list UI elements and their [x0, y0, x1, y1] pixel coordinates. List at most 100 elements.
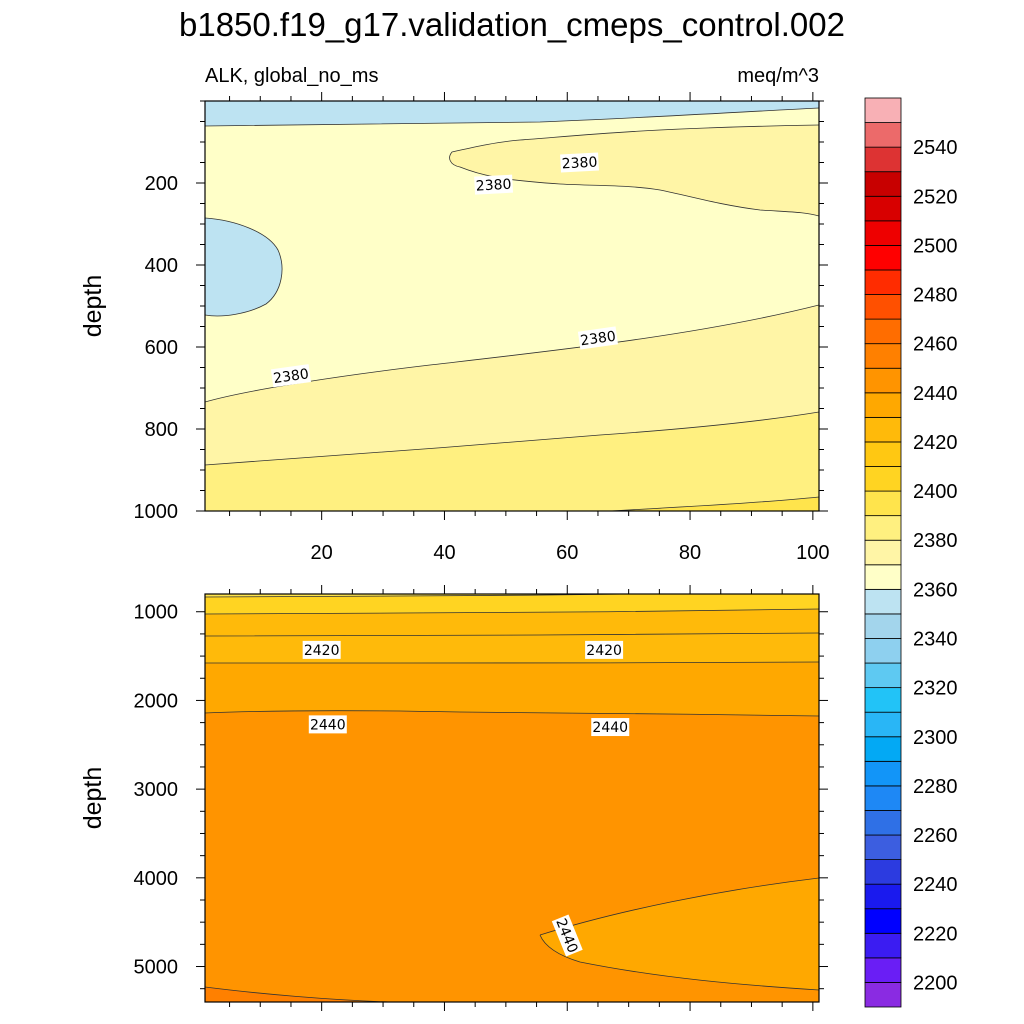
colorbar-swatch [864, 515, 902, 541]
colorbar-swatch [864, 982, 902, 1008]
contour-label-text: 2420 [304, 643, 340, 659]
colorbar-swatch [864, 859, 902, 885]
upper-contour-labels: 2380 2380 2380 2380 [270, 152, 619, 388]
fill-band-2390-2400 [205, 412, 819, 511]
y-tick-label: 2000 [134, 690, 179, 712]
fill-band-2360-2370-subsurface [205, 218, 282, 316]
fill-band-2430-2440-deep [540, 878, 819, 990]
contour-label: 2380 [577, 326, 619, 350]
colorbar-tick-label: 2400 [913, 481, 958, 503]
contour-label-text: 2380 [475, 177, 511, 195]
x-tick-label: 60 [556, 542, 578, 564]
colorbar-tick-label: 2540 [913, 137, 958, 159]
colorbar-swatch [864, 588, 902, 615]
colorbar-tick-label: 2360 [913, 579, 958, 601]
contour-label: 2420 [302, 640, 341, 659]
fill-band-2360-2370-surface [205, 101, 819, 126]
colorbar-swatch [864, 343, 902, 369]
colorbar-swatch [864, 466, 902, 492]
contour-label: 2380 [474, 174, 514, 195]
contour-label: 2380 [270, 364, 312, 388]
colorbar-swatch [864, 122, 902, 148]
subtitle-variable: ALK, global_no_ms [205, 65, 378, 87]
upper-contour-fills [205, 101, 819, 511]
contour-label-box [474, 174, 514, 195]
contour-label-box [302, 640, 341, 659]
colorbar-swatch [864, 318, 902, 345]
colorbar-swatch [864, 539, 902, 566]
lower-contour-lines [205, 594, 819, 1002]
colorbar-swatch [864, 957, 902, 983]
contour-label-text: 2380 [579, 329, 617, 350]
colorbar-swatch [864, 97, 902, 123]
colorbar-tick-label: 2440 [913, 383, 958, 405]
colorbar-swatch [864, 245, 902, 271]
chart-title: b1850.f19_g17.validation_cmeps_control.0… [179, 6, 845, 43]
contour-label-box [270, 364, 312, 388]
upper-y-tick-labels: 200 400 600 800 1000 [134, 173, 179, 523]
colorbar-swatch [864, 269, 902, 295]
lower-y-axis-label: depth [79, 767, 107, 830]
contour-label-text: 2440 [592, 720, 628, 736]
colorbar-tick-label: 2320 [913, 678, 958, 700]
colorbar-swatch [864, 367, 902, 394]
colorbar-labels: 2540 2520 2500 2480 2460 2440 2420 2400 2380 2360… [913, 137, 958, 994]
y-tick-label: 200 [145, 173, 178, 195]
colorbar-swatch [864, 785, 902, 811]
upper-y-axis-label: depth [79, 275, 107, 338]
colorbar-tick-label: 2420 [913, 432, 958, 454]
fill-band-2400-2410 [610, 497, 819, 511]
contour-label-box [591, 718, 630, 737]
colorbar-tick-label: 2240 [913, 874, 958, 896]
contour-label-text: 2380 [561, 155, 597, 173]
upper-axis-ticks [196, 92, 828, 520]
subtitle-units: meq/m^3 [737, 65, 819, 87]
colorbar-swatch [864, 392, 902, 418]
lower-y-tick-labels: 1000 2000 3000 4000 5000 [134, 602, 179, 979]
colorbar-swatch [864, 220, 902, 246]
contour-label: 2420 [585, 640, 624, 659]
colorbar-swatch [864, 638, 902, 664]
x-tick-label: 100 [796, 542, 829, 564]
colorbar-swatch [864, 613, 902, 639]
y-tick-label: 400 [145, 255, 178, 277]
contour-label: 2380 [560, 152, 599, 173]
colorbar-swatch [864, 711, 902, 738]
colorbar-swatch [864, 834, 902, 860]
colorbar-tick-label: 2340 [913, 628, 958, 650]
colorbar-tick-label: 2520 [913, 186, 958, 208]
y-tick-label: 4000 [134, 868, 179, 890]
colorbar-swatch [864, 908, 902, 934]
y-tick-label: 1000 [134, 602, 179, 624]
upper-x-tick-labels: 20 40 60 80 100 [311, 542, 830, 564]
x-tick-label: 20 [311, 542, 333, 564]
fill-band-2410-2420 [205, 594, 819, 614]
colorbar [864, 97, 902, 1008]
colorbar-swatch [864, 171, 902, 197]
fill-band-2430-2440 [205, 662, 819, 716]
colorbar-tick-label: 2220 [913, 923, 958, 945]
contour-label: 2440 [308, 715, 347, 734]
colorbar-swatch [864, 932, 902, 959]
colorbar-swatch [864, 441, 902, 467]
y-tick-label: 800 [145, 419, 178, 441]
contour-label-box [585, 640, 624, 659]
colorbar-tick-label: 2260 [913, 825, 958, 847]
contour-label-text: 2380 [272, 366, 310, 387]
colorbar-swatch [864, 736, 902, 762]
upper-contour-lines [205, 107, 819, 511]
y-tick-label: 1000 [134, 501, 179, 523]
colorbar-swatch [864, 760, 902, 787]
contour-label-text: 2420 [586, 643, 622, 659]
colorbar-swatch [864, 662, 902, 689]
lower-axis-ticks [196, 585, 828, 1011]
colorbar-swatch [864, 687, 902, 713]
fill-band-2450-2460 [205, 987, 390, 1002]
contour-label-box [560, 152, 599, 173]
colorbar-tick-label: 2500 [913, 235, 958, 257]
